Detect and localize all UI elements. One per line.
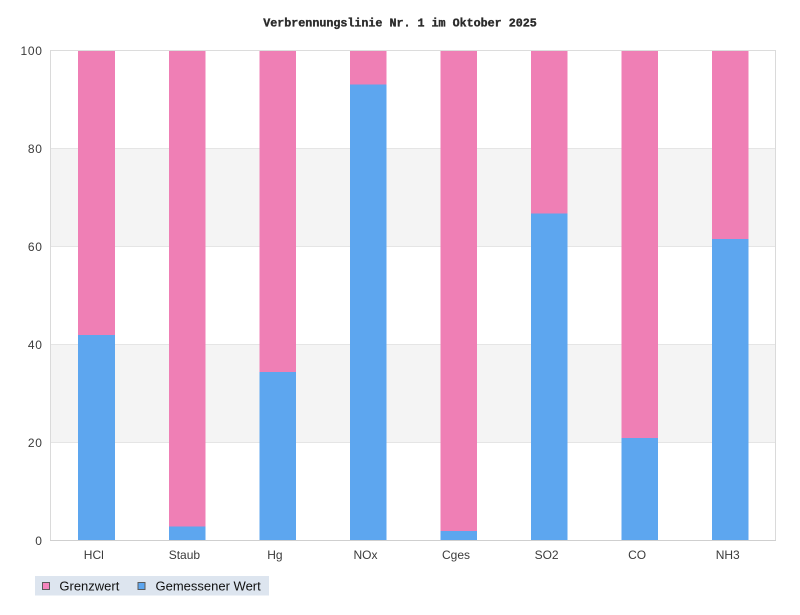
svg-text:0: 0 bbox=[35, 534, 42, 548]
svg-text:HCl: HCl bbox=[84, 548, 104, 562]
svg-text:CO: CO bbox=[628, 548, 646, 562]
svg-text:40: 40 bbox=[28, 338, 43, 352]
svg-text:100: 100 bbox=[20, 44, 42, 58]
svg-text:NH3: NH3 bbox=[716, 548, 740, 562]
svg-text:Hg: Hg bbox=[267, 548, 282, 562]
svg-text:Staub: Staub bbox=[169, 548, 201, 562]
svg-text:NOx: NOx bbox=[354, 548, 378, 562]
svg-text:20: 20 bbox=[28, 436, 43, 450]
svg-text:Grenzwert: Grenzwert bbox=[59, 579, 119, 594]
svg-text:Gemessener Wert: Gemessener Wert bbox=[156, 579, 262, 594]
svg-text:Verbrennungslinie Nr. 1 im Okt: Verbrennungslinie Nr. 1 im Oktober 2025 bbox=[263, 16, 537, 30]
svg-text:SO2: SO2 bbox=[535, 548, 559, 562]
svg-text:Cges: Cges bbox=[442, 548, 470, 562]
svg-text:60: 60 bbox=[28, 240, 43, 254]
svg-text:80: 80 bbox=[28, 142, 43, 156]
